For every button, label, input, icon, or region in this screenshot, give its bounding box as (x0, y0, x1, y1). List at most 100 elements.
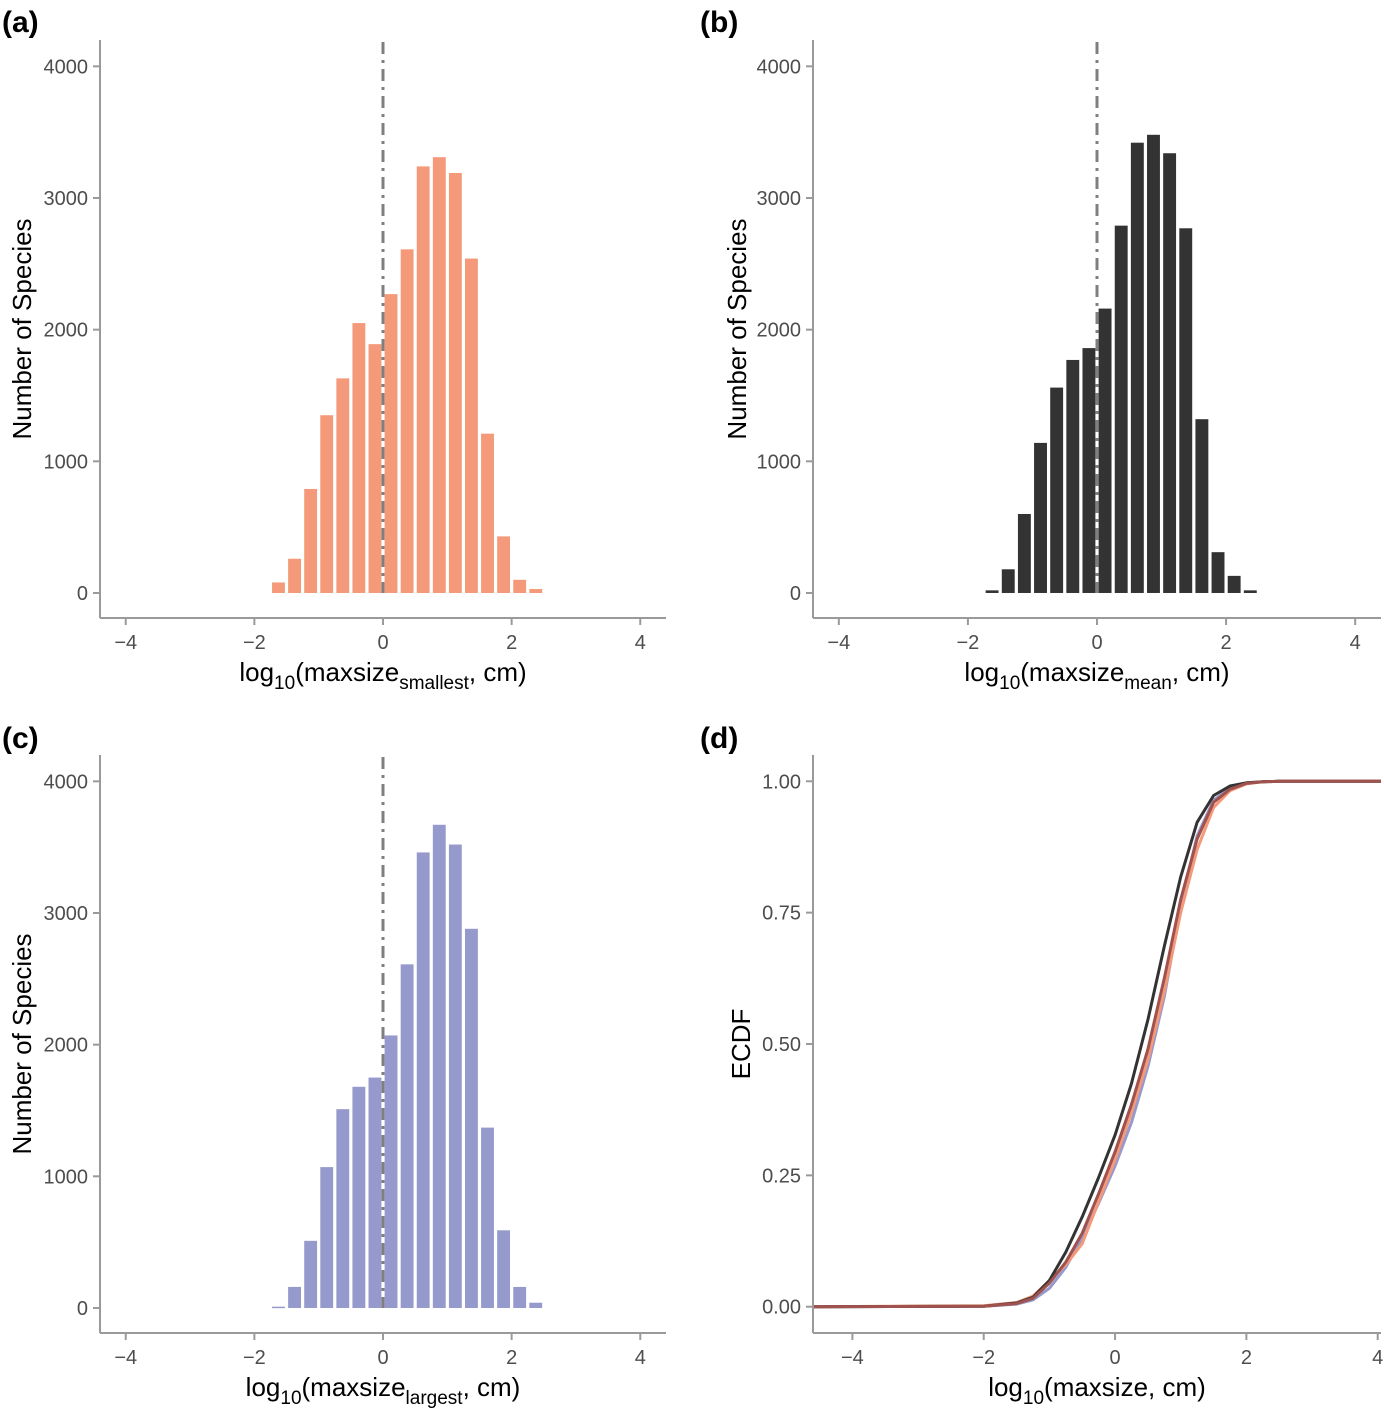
histogram-bar (384, 294, 398, 593)
histogram-bar (1179, 228, 1193, 593)
y-tick-label: 0 (790, 583, 801, 605)
histogram-bar (1066, 359, 1080, 593)
x-tick-label: −2 (243, 1347, 266, 1369)
histogram-bar (448, 844, 462, 1308)
histogram-bar (304, 1240, 318, 1308)
histogram-bar (288, 1286, 301, 1308)
histogram-bar (1195, 419, 1209, 593)
histogram-bar (1211, 552, 1225, 593)
panel-label: (d) (700, 722, 738, 755)
histogram-bar (336, 1109, 350, 1308)
histogram-bar (1130, 142, 1144, 593)
histogram-bar (272, 582, 285, 593)
y-tick-label: 0 (77, 583, 88, 605)
panel-label: (a) (2, 6, 39, 39)
y-axis-title: Number of Species (7, 933, 37, 1154)
ecdf-line (812, 779, 1381, 1309)
x-tick-label: 0 (1109, 1347, 1120, 1369)
histogram-bar (320, 1167, 334, 1308)
x-tick-label: −4 (114, 1347, 137, 1369)
y-tick-label: 0.25 (762, 1165, 801, 1187)
histogram-bar (320, 415, 334, 593)
histogram-bar (384, 1035, 398, 1308)
x-tick-label: 2 (1241, 1347, 1252, 1369)
x-tick-label: 4 (635, 632, 646, 654)
histogram-bar (497, 536, 511, 593)
x-tick-label: 4 (1350, 632, 1361, 654)
y-axis-title: Number of Species (7, 218, 37, 439)
histogram-bar (432, 157, 446, 593)
panel-label: (c) (2, 722, 39, 755)
histogram-bar (416, 166, 430, 593)
histogram-bar (400, 964, 414, 1308)
histogram-bar (1050, 387, 1064, 593)
y-tick-label: 2000 (44, 320, 89, 342)
x-tick-label: −4 (841, 1347, 864, 1369)
histogram-bar (1082, 348, 1096, 593)
histogram-bar (1017, 513, 1031, 593)
y-tick-label: 2000 (44, 1035, 89, 1057)
histogram-bar (513, 579, 527, 593)
panel-c: (c) 0 1000 2000 3000 4000 −4 −2 0 2 4 Number of Spe… (2, 722, 666, 1409)
histogram-bar (1034, 442, 1047, 593)
histogram-bar (529, 589, 543, 593)
y-tick-label: 4000 (44, 56, 89, 78)
ecdf-line (812, 779, 1381, 1309)
x-tick-label: 2 (506, 632, 517, 654)
histogram-bar (513, 1286, 527, 1308)
histogram-bar (288, 558, 301, 593)
histogram-bar (448, 172, 462, 593)
histogram-bar (352, 1086, 366, 1308)
x-tick-label: 2 (1221, 632, 1232, 654)
panel-a: (a) 0 1000 2000 3000 4000 −4 −2 0 2 4 Number of Spe… (2, 6, 666, 694)
histogram-bar (481, 1127, 494, 1308)
y-tick-label: 2000 (757, 320, 802, 342)
histogram-bar (368, 1077, 382, 1308)
y-tick-label: 1000 (44, 1166, 89, 1188)
y-tick-label: 1000 (44, 451, 89, 473)
x-tick-label: 4 (635, 1347, 646, 1369)
histogram-bar (432, 824, 446, 1308)
histogram-bar (352, 323, 366, 593)
x-tick-label: −2 (972, 1347, 995, 1369)
x-axis-title: log10(maxsize, cm) (988, 1372, 1206, 1409)
x-tick-label: −4 (114, 632, 137, 654)
histogram-bar (272, 1306, 285, 1309)
x-tick-label: −2 (243, 632, 266, 654)
x-tick-label: −4 (827, 632, 850, 654)
y-tick-label: 0.50 (762, 1034, 801, 1056)
y-axis-title: Number of Species (722, 218, 752, 439)
histogram-bar (1098, 308, 1112, 593)
x-tick-label: 4 (1372, 1347, 1383, 1369)
histogram-bar (336, 378, 350, 593)
x-tick-label: 0 (1091, 632, 1102, 654)
y-axis-title: ECDF (726, 1009, 756, 1080)
histogram-bar (465, 258, 478, 593)
y-tick-label: 0 (77, 1298, 88, 1320)
y-tick-label: 0.00 (762, 1297, 801, 1319)
y-tick-label: 3000 (44, 188, 89, 210)
x-tick-label: −2 (957, 632, 980, 654)
ecdf-line (812, 779, 1381, 1309)
histogram-bar (304, 488, 318, 593)
ecdf-line (812, 779, 1381, 1309)
histogram-bar (1163, 153, 1177, 593)
x-axis-title: log10(maxsizelargest, cm) (246, 1372, 521, 1409)
y-tick-label: 3000 (44, 903, 89, 925)
histogram-bar (368, 344, 382, 593)
histogram-bar (400, 249, 414, 593)
panel-b: (b) 0 1000 2000 3000 4000 −4 −2 0 2 4 Number of Spe… (700, 6, 1381, 694)
histogram-bar (1001, 569, 1015, 593)
x-axis-title: log10(maxsizesmallest, cm) (239, 657, 526, 694)
panel-label: (b) (700, 6, 738, 39)
y-tick-label: 4000 (44, 771, 89, 793)
histogram-bar (1227, 575, 1241, 593)
histogram-bar (1243, 590, 1257, 593)
histogram-bar (465, 928, 478, 1308)
histogram-bar (529, 1302, 543, 1308)
histogram-bar (1147, 134, 1160, 593)
x-axis-title: log10(maxsizemean, cm) (964, 657, 1229, 694)
histogram-bar (481, 433, 494, 593)
y-tick-label: 3000 (757, 188, 802, 210)
